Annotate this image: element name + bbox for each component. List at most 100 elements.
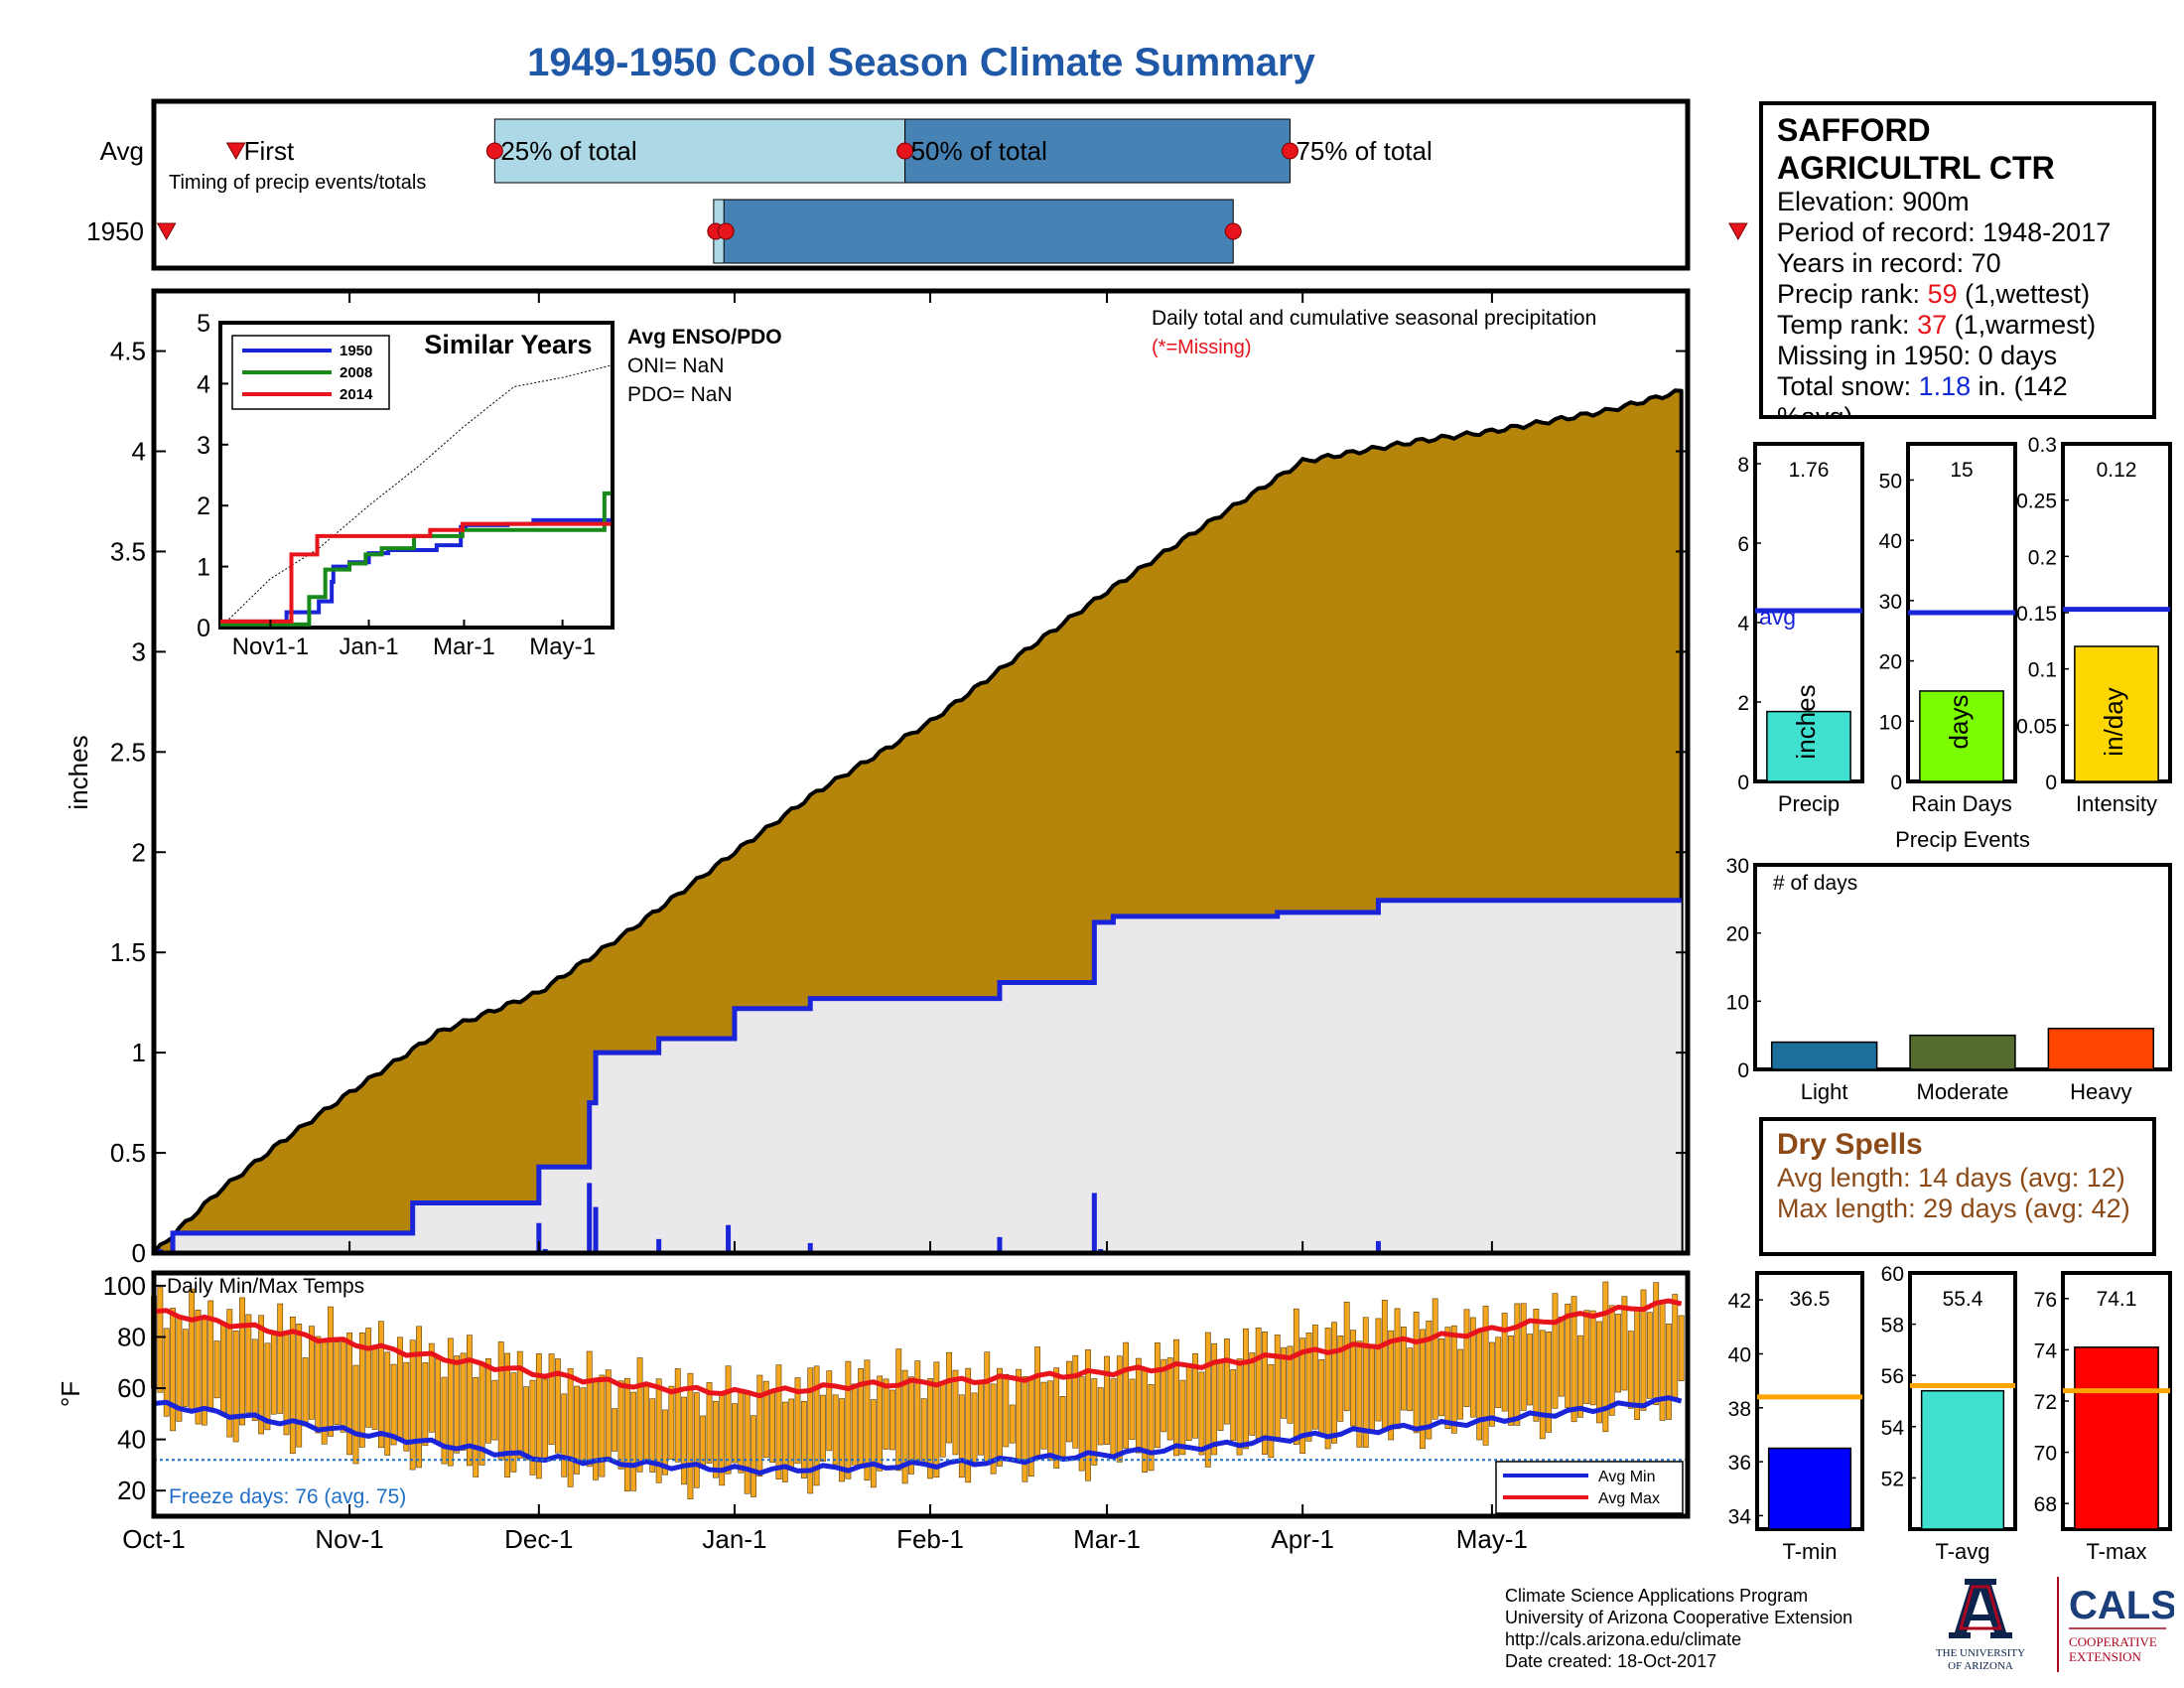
svg-text:EXTENSION: EXTENSION [2069,1649,2142,1664]
daily-temp-bar-197 [1394,1308,1401,1430]
daily-precip-bar-4 [593,1206,599,1253]
timing-avg-50-marker [896,142,914,160]
daily-temp-bar-122 [920,1398,927,1466]
daily-precip-bar-9 [1091,1193,1097,1253]
date-xtick-label-7: May-1 [1456,1524,1528,1554]
daily-temp-bar-211 [1482,1306,1489,1446]
daily-temp-bar-25 [309,1326,315,1420]
daily-temp-bar-187 [1331,1322,1337,1444]
similar-years-inset: 0 1 2 3 4 5 Nov1-1 Jan-1 Mar-1 May-1 1950 2008 2014 S… [197,310,782,660]
daily-temp-bar-64 [555,1358,561,1454]
mini-bar-tmax [2074,1346,2159,1530]
temp-plot-bg [154,1273,1688,1516]
mini-ytick-label-raindays-2: 20 [1879,651,1902,674]
daily-temp-bar-241 [1672,1294,1679,1398]
mini-ytick-label-tmax-3: 74 [2034,1339,2058,1362]
events-xlabel-moderate: Moderate [1917,1079,2009,1104]
daily-temp-bar-15 [245,1314,252,1413]
dry-spells-title: Dry Spells [1777,1128,1923,1161]
daily-temp-bar-200 [1413,1312,1420,1434]
mini-bar-tavg [1920,1389,2005,1530]
timing-panel: Avg 1950 First 25% of total 50% of total 75% … [86,98,1960,271]
mini-xlabel-raindays: Rain Days [1911,791,2011,816]
daily-temp-bar-221 [1546,1332,1553,1433]
events-ytick-label-3: 30 [1726,855,1749,878]
daily-temp-bar-231 [1608,1305,1615,1416]
mini-xlabel-tavg: T-avg [1935,1539,1989,1564]
daily-temp-bar-89 [712,1400,719,1478]
daily-temp-bar-11 [220,1323,226,1414]
daily-temp-bar-170 [1223,1338,1230,1425]
main-ytick-label-3: 1.5 [110,937,146,967]
daily-temp-bar-104 [807,1367,814,1494]
main-plot-frame [151,288,1691,1256]
daily-temp-bar-33 [358,1333,365,1448]
mini-ytick-label-raindays-0: 0 [1890,772,1902,794]
daily-temp-bar-185 [1318,1359,1325,1437]
mini-avg-label-precip: avg [1759,604,1796,630]
inset-title: Similar Years [424,330,592,359]
daily-temp-bar-114 [870,1399,877,1488]
daily-temp-bar-131 [978,1380,984,1456]
inset-legend-label-2008: 2008 [340,364,372,381]
mini-ytick-label-tmax-4: 76 [2034,1289,2057,1312]
daily-temp-bar-218 [1527,1334,1533,1406]
daily-temp-bar-88 [706,1382,713,1464]
timing-avg-q1-box [493,118,906,184]
mini-bar-intensity [2074,645,2159,782]
date-xtick-label-2: Dec-1 [504,1524,573,1554]
daily-temp-bar-1 [157,1287,164,1393]
mini-xlabel-tmax: T-max [2086,1539,2146,1564]
daily-temp-bar-83 [674,1368,681,1463]
daily-temp-bar-72 [605,1369,612,1459]
daily-temp-bar-152 [1110,1378,1117,1460]
daily-temp-bar-92 [732,1403,738,1464]
timing-first-label: First [244,136,295,166]
daily-temp-bar-78 [643,1385,649,1463]
daily-temp-bar-84 [681,1396,687,1485]
daily-temp-bar-60 [529,1379,536,1476]
mini-ytick-label-intensity-0: 0 [2045,772,2057,794]
daily-temp-bar-153 [1116,1355,1123,1463]
daily-temp-bar-26 [315,1336,322,1434]
station-years: Years in record: 70 [1777,248,2001,278]
temp-ylabel: °F [56,1381,85,1407]
daily-precip-bar-1 [536,1222,542,1253]
inset-legend-label-2014: 2014 [340,386,373,403]
daily-temp-bar-106 [820,1394,826,1462]
daily-temp-bar-55 [497,1341,504,1461]
daily-temp-bar-193 [1369,1343,1375,1431]
daily-temp-bar-149 [1091,1378,1098,1466]
main-ytick-label-8: 4 [132,437,146,467]
daily-temp-bar-32 [352,1364,359,1465]
inset-ytick-label-4: 4 [197,370,210,398]
timing-year-last-marker [1728,222,1748,241]
precip-events-panel: Precip Events # of days Light Moderate Heavy… [1726,827,2172,1104]
daily-temp-bar-99 [775,1364,782,1479]
daily-temp-bar-181 [1293,1308,1299,1446]
side-summary-bars: avg 1.76 inches 0 2 4 6 8 Precip 15 days 0 10 20 30 40 5… [1737,434,2172,816]
daily-temp-bar-230 [1602,1281,1609,1433]
daily-temp-bar-175 [1255,1328,1262,1439]
main-ylabel: inches [64,735,93,809]
daily-precip-bar-8 [997,1236,1003,1253]
temp-rank-note: (1,warmest) [1947,310,2097,340]
daily-temp-bar-234 [1627,1331,1634,1409]
temp-legend-box [1495,1461,1684,1514]
daily-temp-bar-160 [1160,1358,1167,1433]
inset-ytick-label-0: 0 [197,615,210,642]
daily-temp-bar-217 [1520,1303,1527,1411]
daily-temp-bar-57 [510,1372,517,1473]
mini-value-label-tmin: 36.5 [1790,1288,1831,1311]
daily-temp-bar-6 [189,1288,196,1410]
daily-temp-bar-177 [1268,1363,1275,1459]
footer-line-3: http://cals.arizona.edu/climate [1505,1629,1742,1649]
daily-precip-bar-6 [726,1224,732,1253]
main-missing-note: (*=Missing) [1152,337,1252,358]
daily-temp-bar-214 [1501,1313,1508,1412]
events-bar-heavy [2047,1028,2155,1070]
daily-temp-bar-46 [441,1376,448,1465]
inset-legend-label-1950: 1950 [340,343,372,359]
daily-temp-bar-156 [1135,1357,1142,1454]
mini-ytick-label-intensity-5: 0.25 [2016,491,2057,513]
